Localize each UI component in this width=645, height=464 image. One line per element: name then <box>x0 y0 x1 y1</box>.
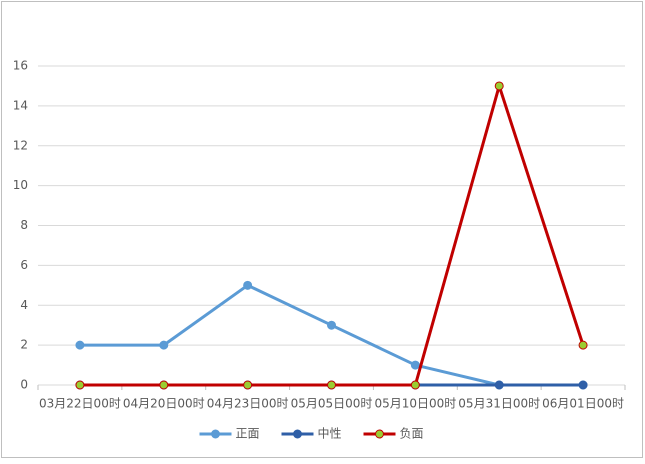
data-point <box>327 380 336 390</box>
legend-label: 中性 <box>318 426 342 441</box>
y-tick-label: 14 <box>13 98 28 112</box>
data-point <box>159 380 169 390</box>
x-tick-label: 05月31日00时 <box>458 397 540 411</box>
y-tick-label: 16 <box>13 59 28 73</box>
data-point <box>243 280 253 290</box>
data-point <box>75 380 85 390</box>
legend-marker <box>293 429 302 439</box>
legend-marker <box>375 429 384 439</box>
y-tick-label: 4 <box>20 298 28 312</box>
y-tick-label: 6 <box>20 258 28 272</box>
y-tick-label: 2 <box>20 338 28 352</box>
legend-label: 正面 <box>236 427 260 441</box>
x-tick-label: 06月01日00时 <box>542 397 624 411</box>
data-point <box>578 380 588 390</box>
data-point <box>410 380 420 390</box>
data-point <box>494 380 504 390</box>
x-tick-label: 04月23日00时 <box>207 397 289 411</box>
legend-label: 负面 <box>400 427 424 441</box>
data-point <box>159 340 169 350</box>
x-tick-label: 03月22日00时 <box>39 397 121 411</box>
legend-marker <box>211 429 220 439</box>
x-tick-label: 05月10日00时 <box>374 397 456 411</box>
y-tick-label: 8 <box>20 218 28 232</box>
data-point <box>75 340 85 350</box>
x-tick-label: 05月05日00时 <box>291 397 373 411</box>
y-tick-label: 10 <box>13 178 28 192</box>
data-point <box>494 81 504 91</box>
data-point <box>243 380 253 390</box>
data-point <box>327 320 336 330</box>
y-tick-label: 0 <box>20 378 28 392</box>
x-tick-label: 04月20日00时 <box>123 397 205 411</box>
data-point <box>578 340 588 350</box>
data-point <box>410 360 420 370</box>
y-tick-label: 12 <box>13 138 28 152</box>
